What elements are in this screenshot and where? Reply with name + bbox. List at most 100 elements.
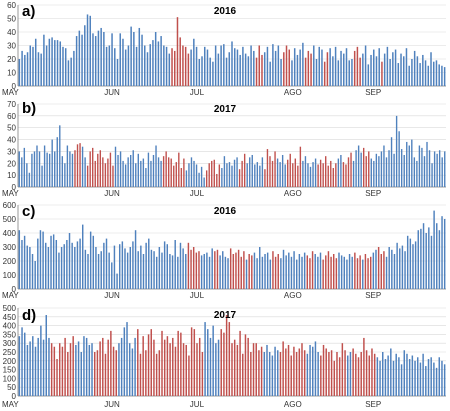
bar xyxy=(115,350,117,396)
bar xyxy=(253,252,256,289)
bar xyxy=(380,254,382,289)
bar xyxy=(280,59,282,86)
x-tick-label: JUL xyxy=(190,88,205,97)
bar xyxy=(50,343,53,396)
bar xyxy=(174,346,177,396)
y-tick-label: 0 xyxy=(12,183,17,192)
y-tick-label: 350 xyxy=(3,330,17,339)
bar xyxy=(31,153,33,187)
bar xyxy=(48,337,50,396)
bar xyxy=(373,160,375,187)
bar xyxy=(81,146,84,187)
bar xyxy=(351,256,353,289)
bar xyxy=(291,60,293,86)
bar xyxy=(198,251,200,289)
bar xyxy=(400,53,402,86)
bar xyxy=(207,329,209,396)
bar xyxy=(404,251,406,289)
bar xyxy=(24,54,26,86)
bar xyxy=(34,261,36,289)
bar xyxy=(314,254,316,289)
bar xyxy=(123,327,126,396)
bar xyxy=(297,165,299,187)
bar xyxy=(422,353,424,396)
bar xyxy=(43,34,45,86)
x-tick-label: SEP xyxy=(365,400,381,409)
bar xyxy=(70,57,72,86)
bar xyxy=(383,251,385,289)
bar xyxy=(236,344,239,396)
bar xyxy=(362,53,364,86)
bar xyxy=(206,49,209,86)
bar xyxy=(269,259,272,289)
bar xyxy=(296,259,298,289)
bar xyxy=(428,150,431,187)
bar xyxy=(282,249,285,289)
bar xyxy=(279,162,281,187)
bar xyxy=(163,241,166,289)
bar xyxy=(81,34,83,86)
bar xyxy=(304,57,307,86)
bar xyxy=(95,247,97,289)
bar xyxy=(249,157,251,187)
bar xyxy=(153,339,155,396)
bar xyxy=(258,45,261,86)
bar xyxy=(298,254,301,289)
bar xyxy=(436,153,438,187)
y-tick-label: 30 xyxy=(7,42,16,51)
bar xyxy=(385,157,388,187)
bar xyxy=(188,355,190,396)
bar xyxy=(432,61,435,86)
bar xyxy=(175,162,177,187)
x-tick-label: AGO xyxy=(284,400,302,409)
bar xyxy=(390,348,392,396)
bar xyxy=(21,327,23,396)
bar xyxy=(391,249,393,289)
bar xyxy=(329,48,331,86)
bar xyxy=(413,157,416,187)
bar xyxy=(32,336,34,396)
bar xyxy=(211,248,213,289)
bar xyxy=(430,357,432,396)
chart-svg: 0 10 20 30 40 50 60 MAY JUN JUL AGO SEP a) 2016 xyxy=(2,1,446,97)
bar xyxy=(290,256,293,289)
y-tick-label: 500 xyxy=(3,215,17,224)
bar xyxy=(103,32,105,86)
bar xyxy=(438,64,440,86)
bar xyxy=(280,258,282,289)
bar xyxy=(46,152,48,187)
bar xyxy=(195,164,198,187)
bar xyxy=(417,357,419,396)
bar xyxy=(134,337,136,396)
bar xyxy=(149,44,151,86)
bar xyxy=(172,337,174,396)
bar xyxy=(185,254,187,289)
bar xyxy=(92,33,94,86)
bar xyxy=(56,359,58,396)
bar xyxy=(45,45,48,86)
bar xyxy=(154,32,157,86)
bar xyxy=(328,352,330,396)
bar xyxy=(289,153,291,187)
bar xyxy=(420,228,422,289)
bar xyxy=(127,45,130,86)
bar xyxy=(337,60,340,86)
bar xyxy=(137,329,139,396)
bar xyxy=(201,352,204,396)
x-tick-label: MAY xyxy=(2,189,19,198)
bar xyxy=(225,57,228,86)
bar xyxy=(233,159,236,187)
bar xyxy=(248,254,250,289)
bar xyxy=(86,14,89,87)
bar xyxy=(135,163,137,187)
bar xyxy=(220,45,222,86)
y-tick-label: 200 xyxy=(3,357,17,366)
bar xyxy=(392,360,395,396)
bar xyxy=(340,255,343,289)
bar xyxy=(104,163,107,187)
bar xyxy=(272,44,274,86)
bar xyxy=(260,346,263,396)
bar xyxy=(142,336,144,396)
bar xyxy=(285,348,287,396)
